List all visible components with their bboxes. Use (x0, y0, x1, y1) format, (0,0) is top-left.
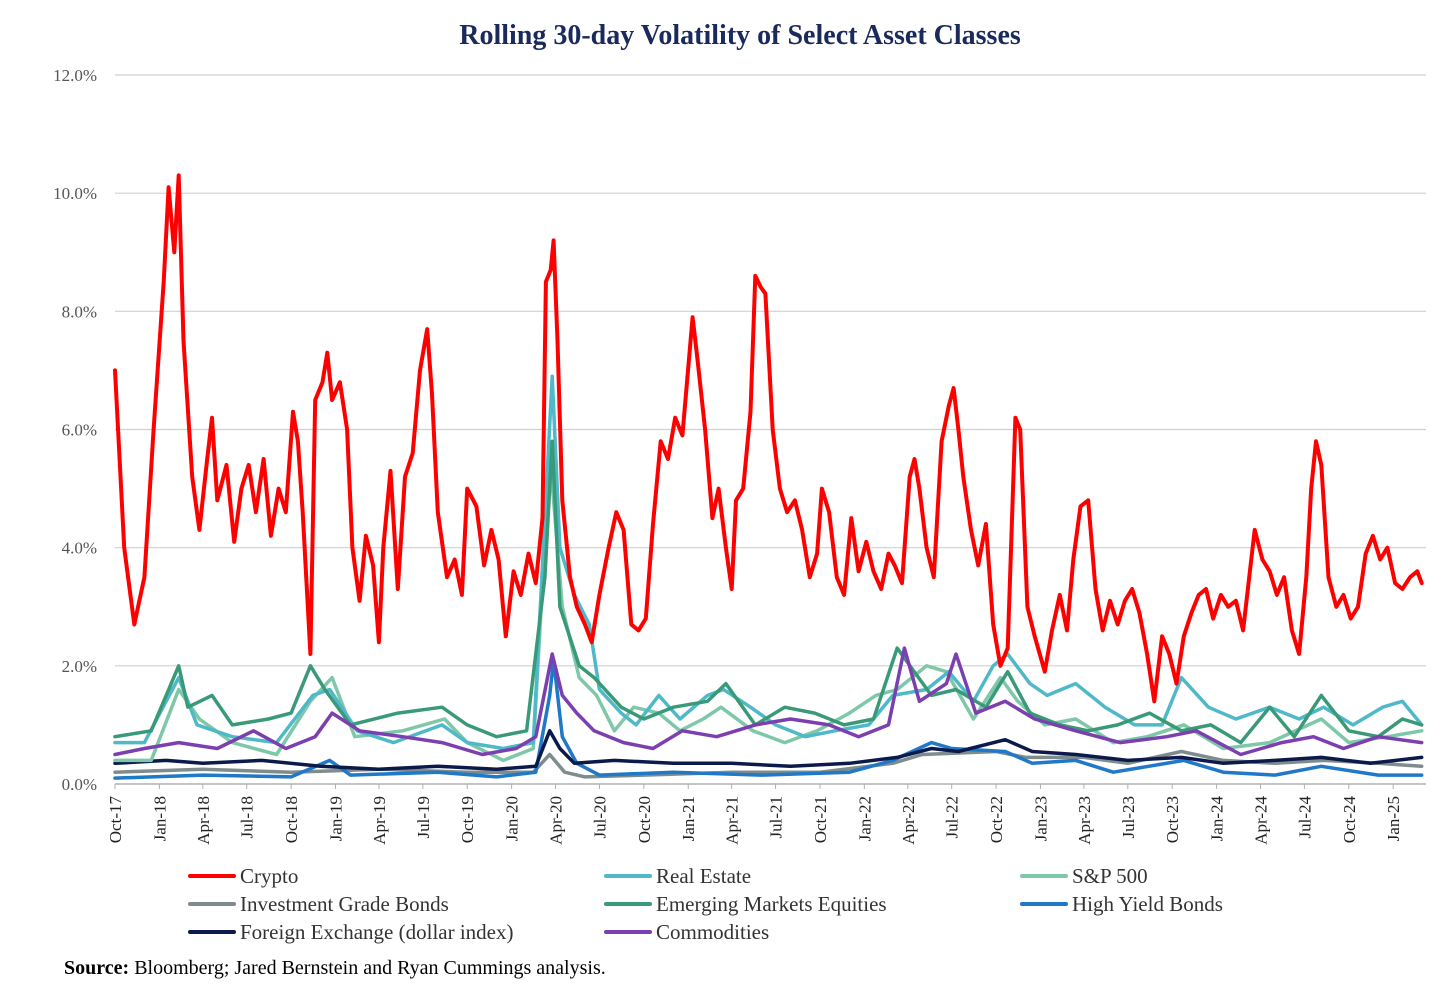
legend-item: Emerging Markets Equities (604, 890, 887, 918)
legend-item: Foreign Exchange (dollar index) (188, 918, 514, 946)
y-tick-label: 10.0% (53, 184, 97, 203)
x-tick-label: Oct-18 (282, 796, 301, 843)
x-tick-label: Apr-23 (1075, 796, 1094, 845)
x-tick-label: Jan-19 (327, 796, 346, 841)
x-tick-label: Oct-23 (1163, 796, 1182, 843)
x-tick-label: Oct-19 (458, 796, 477, 843)
legend-swatch (188, 874, 236, 878)
legend-item: High Yield Bonds (1020, 890, 1223, 918)
series-line-real-estate (113, 374, 1424, 751)
legend-label: Emerging Markets Equities (656, 891, 887, 916)
legend-swatch (604, 930, 652, 934)
grid-lines (115, 74, 1426, 667)
series-lines (113, 173, 1424, 780)
y-tick-label: 8.0% (62, 302, 97, 321)
x-tick-label: Apr-22 (899, 796, 918, 845)
x-tick-label: Jan-22 (855, 796, 874, 841)
legend-label: Crypto (240, 863, 299, 888)
chart-title: Rolling 30-day Volatility of Select Asse… (459, 20, 1021, 51)
legend-item: Real Estate (604, 862, 751, 890)
x-tick-label: Apr-24 (1251, 796, 1270, 845)
x-tick-label: Oct-24 (1340, 796, 1359, 844)
x-tick-label: Apr-18 (194, 796, 213, 845)
x-tick-label: Jan-24 (1208, 796, 1227, 842)
x-tick-label: Oct-20 (635, 796, 654, 843)
y-tick-label: 0.0% (62, 775, 97, 794)
legend-label: High Yield Bonds (1072, 891, 1223, 916)
series-line-foreign-exchange-dollar-index (113, 729, 1424, 771)
x-tick-label: Oct-17 (106, 796, 125, 844)
x-tick-label: Jan-18 (150, 796, 169, 841)
legend-label: Real Estate (656, 863, 752, 888)
source-text: Bloomberg; Jared Bernstein and Ryan Cumm… (129, 957, 606, 979)
legend-item: Commodities (604, 918, 769, 946)
x-tick-label: Jul-20 (590, 796, 609, 839)
series-line-emerging-markets-equities (113, 439, 1424, 745)
y-tick-label: 12.0% (53, 66, 97, 85)
y-axis-ticks: 0.0% 2.0% 4.0% 6.0% 8.0% 10.0% 12.0% (53, 66, 97, 794)
legend-label: Investment Grade Bonds (240, 891, 449, 916)
x-tick-label: Jul-22 (943, 796, 962, 839)
x-tick-label: Jan-20 (503, 796, 522, 841)
x-tick-label: Jul-18 (238, 796, 257, 839)
series-line-high-yield-bonds (113, 658, 1424, 780)
legend-label: Commodities (656, 919, 770, 944)
series-line-commodities (113, 646, 1424, 757)
x-tick-label: Jan-25 (1384, 796, 1403, 841)
legend-swatch (188, 902, 236, 906)
legend-swatch (188, 930, 236, 934)
legend-label: Foreign Exchange (dollar index) (240, 919, 514, 944)
x-tick-label: Apr-20 (547, 796, 566, 845)
y-tick-label: 6.0% (62, 421, 97, 440)
x-tick-label: Apr-19 (370, 796, 389, 845)
x-tick-label: Jul-23 (1119, 796, 1138, 839)
x-tick-label: Oct-22 (987, 796, 1006, 843)
legend-item: S&P 500 (1020, 862, 1148, 890)
source-label: Source: (64, 957, 130, 979)
y-tick-label: 2.0% (62, 657, 97, 676)
x-tick-label: Jul-21 (767, 796, 786, 839)
legend-swatch (604, 874, 652, 878)
legend-item: Investment Grade Bonds (188, 890, 449, 918)
line-chart: 0.0% 2.0% 4.0% 6.0% 8.0% 10.0% 12.0% Oct-17 Jan… (53, 66, 1426, 845)
legend-label: S&P 500 (1072, 863, 1148, 888)
source-note: Source: Bloomberg; Jared Bernstein and R… (64, 957, 606, 980)
x-tick-label: Jan-23 (1031, 796, 1050, 841)
x-tick-label: Oct-21 (811, 796, 830, 843)
x-tick-label: Jul-19 (414, 796, 433, 839)
x-tick-label: Jan-21 (679, 796, 698, 841)
x-tick-label: Apr-21 (723, 796, 742, 845)
legend-item: Crypto (188, 862, 298, 890)
legend-swatch (604, 902, 652, 906)
legend-swatch (1020, 874, 1068, 878)
x-tick-label: Jul-24 (1295, 796, 1314, 839)
legend-swatch (1020, 902, 1068, 906)
series-line-crypto (113, 173, 1424, 704)
x-axis-ticks: Oct-17 Jan-18 Apr-18 Jul-18 Oct-18 Jan-19 Apr-… (106, 784, 1403, 845)
y-tick-label: 4.0% (62, 539, 97, 558)
